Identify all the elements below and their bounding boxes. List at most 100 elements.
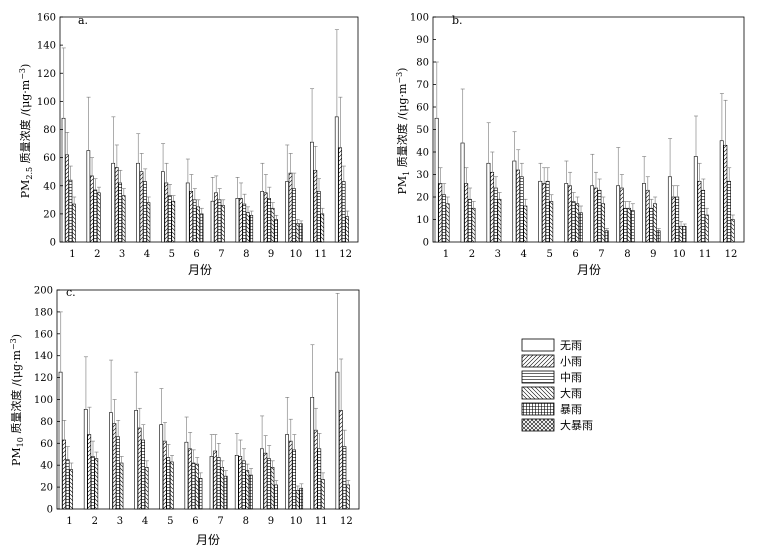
bar-panel-a-中雨-3 xyxy=(118,182,122,243)
bar-panel-c-中雨-4 xyxy=(141,439,145,510)
panel-a-xtick-label: 11 xyxy=(314,249,327,260)
panel-b-ytick-label: 40 xyxy=(416,148,429,159)
bar-panel-a-小雨-1 xyxy=(65,154,69,243)
bar-panel-c-无雨-10 xyxy=(285,434,289,510)
bar-panel-c-无雨-5 xyxy=(159,424,164,510)
bar-panel-b-大雨-1 xyxy=(445,203,450,243)
panel-c-marks xyxy=(56,289,360,510)
panel-c-ytick-label: 20 xyxy=(40,483,53,494)
panel-c-ytick-label: 200 xyxy=(34,286,53,297)
bar-panel-c-大雨-8 xyxy=(245,470,250,510)
bar-panel-b-无雨-11 xyxy=(693,156,698,243)
bar-panel-c-大雨-5 xyxy=(169,461,174,510)
bar-panel-c-暴雨-10 xyxy=(299,487,304,510)
bar-panel-b-中雨-3 xyxy=(493,187,498,243)
bar-panel-b-小雨-10 xyxy=(671,196,676,243)
panel-a-ytick-label: 140 xyxy=(37,41,56,52)
bar-panel-a-小雨-4 xyxy=(139,171,144,243)
panel-b-xtick-label: 2 xyxy=(469,249,475,260)
bar-panel-b-暴雨-7 xyxy=(604,230,609,243)
panel-b-xtick-label: 6 xyxy=(572,249,578,260)
bar-panel-b-小雨-4 xyxy=(516,169,520,243)
panel-c-ytick-label: 100 xyxy=(34,395,53,406)
panel-c-ylabel: PM10 质量浓度 /(μg·m−3) xyxy=(9,334,25,466)
bar-panel-a-无雨-9 xyxy=(260,191,265,243)
bar-panel-a-大雨-9 xyxy=(270,207,275,243)
panel-a-xtick-label: 10 xyxy=(290,249,303,260)
panel-c-ytick-label: 120 xyxy=(34,373,53,384)
panel-b-ytick-label: 50 xyxy=(416,125,429,136)
bar-panel-c-无雨-3 xyxy=(109,412,113,510)
bar-panel-b-中雨-11 xyxy=(701,189,706,243)
bar-panel-b-中雨-6 xyxy=(571,201,576,243)
bar-panel-c-中雨-1 xyxy=(65,459,70,510)
bar-panel-a-暴雨-10 xyxy=(299,223,303,243)
bar-panel-b-大雨-9 xyxy=(652,203,657,243)
bar-panel-b-无雨-1 xyxy=(434,117,439,243)
bar-panel-c-大雨-2 xyxy=(94,458,99,510)
panel-a-ytick-label: 100 xyxy=(37,97,56,108)
bar-panel-b-中雨-10 xyxy=(675,196,680,243)
bar-panel-c-中雨-8 xyxy=(241,460,246,510)
panel-b-xtick-label: 5 xyxy=(546,249,552,260)
panel-c-label: c. xyxy=(66,286,76,299)
panel-b-ytick-label: 90 xyxy=(416,35,429,46)
legend-swatch-3 xyxy=(521,386,555,400)
bar-panel-a-暴雨-9 xyxy=(274,219,278,243)
panel-c-xtick-label: 1 xyxy=(66,516,72,527)
bar-panel-a-小雨-6 xyxy=(189,191,194,243)
bar-panel-a-中雨-12 xyxy=(341,181,346,243)
bar-panel-b-暴雨-9 xyxy=(656,230,661,243)
bar-panel-b-无雨-6 xyxy=(564,183,569,243)
panel-a-ytick-label: 80 xyxy=(43,125,56,136)
bar-panel-b-小雨-12 xyxy=(723,144,728,243)
bar-panel-b-小雨-5 xyxy=(542,183,546,243)
bar-panel-b-无雨-7 xyxy=(590,185,595,243)
panel-b-xtick-label: 10 xyxy=(673,249,686,260)
bar-panel-a-中雨-6 xyxy=(192,199,197,243)
bar-panel-a-大雨-12 xyxy=(345,216,349,243)
bar-panel-c-小雨-11 xyxy=(313,429,318,510)
panel-b-xtick-label: 8 xyxy=(624,249,630,260)
bar-panel-c-暴雨-7 xyxy=(223,475,228,510)
bar-panel-b-中雨-12 xyxy=(727,180,731,243)
bar-panel-a-暴雨-6 xyxy=(199,213,204,243)
panel-c-ytick-label: 60 xyxy=(40,439,53,450)
bar-panel-b-暴雨-8 xyxy=(630,210,635,243)
bar-panel-b-无雨-12 xyxy=(719,140,724,243)
bar-panel-a-无雨-4 xyxy=(136,162,140,243)
bar-panel-c-无雨-7 xyxy=(209,456,214,510)
panel-b-ytick-label: 70 xyxy=(416,80,429,91)
bar-panel-c-中雨-5 xyxy=(166,457,171,510)
bar-panel-b-小雨-6 xyxy=(567,185,572,243)
bar-panel-a-暴雨-8 xyxy=(249,214,254,243)
bar-panel-b-小雨-3 xyxy=(490,171,495,243)
bar-panel-a-无雨-11 xyxy=(310,141,314,243)
bar-panel-b-大雨-11 xyxy=(704,214,709,243)
legend-swatch-1 xyxy=(521,354,555,368)
panel-c-xtick-label: 12 xyxy=(340,516,353,527)
bar-panel-a-无雨-2 xyxy=(86,150,91,243)
panel-b-xlabel: 月份 xyxy=(577,263,601,277)
bar-panel-c-小雨-5 xyxy=(162,440,167,510)
panel-c-ytick-label: 40 xyxy=(40,461,53,472)
panel-a-x-ticks: 1 2 3 4 5 6 7 8 9 10 11 12 xyxy=(69,249,352,260)
panel-b-ytick-label: 0 xyxy=(423,238,429,249)
bar-panel-a-中雨-5 xyxy=(167,195,172,243)
legend-label-0: 无雨 xyxy=(560,339,582,352)
panel-c-ytick-label: 80 xyxy=(40,417,53,428)
bar-panel-b-无雨-4 xyxy=(512,160,517,243)
bar-panel-a-无雨-8 xyxy=(235,198,240,243)
bar-panel-b-大雨-12 xyxy=(730,219,735,243)
bar-panel-b-中雨-1 xyxy=(442,194,446,243)
bar-panel-a-大雨-10 xyxy=(295,223,300,243)
bar-panel-a-中雨-8 xyxy=(242,203,247,243)
bar-panel-b-无雨-9 xyxy=(642,183,646,243)
bar-panel-b-暴雨-6 xyxy=(578,212,583,243)
bar-panel-b-中雨-8 xyxy=(623,207,628,243)
bar-panel-b-小雨-1 xyxy=(438,183,443,243)
bar-panel-c-小雨-1 xyxy=(62,439,66,510)
legend-label-3: 大雨 xyxy=(560,386,582,400)
panel-a-xtick-label: 8 xyxy=(243,249,249,260)
